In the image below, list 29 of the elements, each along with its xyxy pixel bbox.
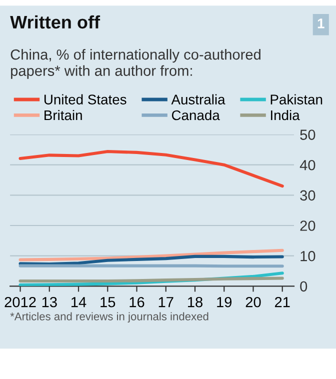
x-tick-label: 16 — [130, 296, 144, 308]
y-tick-label: 20 — [300, 220, 316, 231]
x-tick-label: 15 — [100, 297, 116, 308]
y-tick-label: 40 — [300, 160, 316, 170]
legend-label: United States — [44, 94, 126, 104]
legend-label: India — [270, 110, 300, 120]
line-series — [18, 254, 284, 266]
x-tick-label: 19 — [217, 296, 232, 308]
y-tick-label: 50 — [300, 130, 316, 140]
x-tick-label: 20 — [246, 296, 261, 308]
legend-label: Australia — [171, 94, 226, 104]
y-tick-label: 10 — [300, 250, 316, 262]
chart-subtitle: China, % of internationally co-authored papers* with an author from: — [10, 48, 260, 79]
text: 1 — [318, 18, 324, 28]
line-series — [18, 150, 284, 188]
chart-title: Written off — [10, 15, 100, 29]
line-series — [18, 248, 284, 262]
y-tick-label: 30 — [300, 190, 316, 201]
x-tick-label: 13 — [42, 296, 57, 308]
legend-label: Canada — [172, 110, 220, 120]
legend-label: Pakistan — [270, 94, 322, 104]
y-tick-label: 0 — [300, 281, 308, 292]
x-tick-label: 17 — [158, 297, 174, 308]
x-tick-label: 14 — [72, 297, 86, 308]
x-tick-label: 21 — [274, 296, 290, 308]
text: *Articles and reviews in journals indexed — [10, 312, 208, 323]
x-tick-label: 18 — [188, 296, 202, 308]
legend-label: Britain — [44, 110, 82, 120]
x-tick-label: 2012 — [4, 296, 36, 308]
